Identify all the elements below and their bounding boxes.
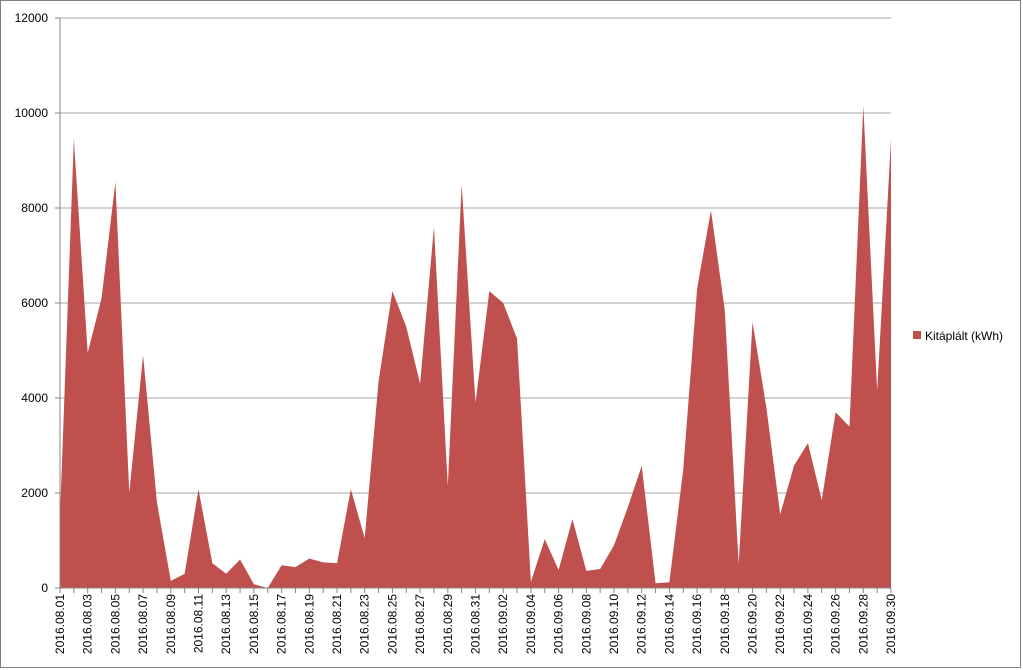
- y-tick-labels: 0 2000 4000 6000 8000 10000 12000: [15, 11, 49, 595]
- x-tick-label: 2016.08.09: [164, 594, 178, 654]
- x-tick-label: 2016.08.31: [469, 594, 483, 654]
- x-tick-label: 2016.08.03: [81, 594, 95, 654]
- x-tick-label: 2016.08.27: [413, 594, 427, 654]
- x-tick-label: 2016.08.15: [247, 594, 261, 654]
- x-tick-label: 2016.08.01: [53, 594, 67, 654]
- series-area-layer: [60, 105, 891, 588]
- x-tick-label: 2016.09.30: [884, 594, 898, 654]
- x-tick-label: 2016.08.05: [108, 594, 122, 654]
- x-tick-label: 2016.09.04: [524, 594, 538, 654]
- y-tick-label: 0: [41, 581, 48, 595]
- x-tick-label: 2016.08.19: [302, 594, 316, 654]
- y-tick-label: 6000: [21, 296, 48, 310]
- x-tick-label: 2016.09.20: [746, 594, 760, 654]
- x-tick-label: 2016.09.26: [829, 594, 843, 654]
- x-tick-label: 2016.08.21: [330, 594, 344, 654]
- x-tick-label: 2016.08.29: [441, 594, 455, 654]
- x-tick-label: 2016.09.10: [607, 594, 621, 654]
- legend: Kitáplált (kWh): [913, 329, 1003, 343]
- x-tick-label: 2016.09.12: [635, 594, 649, 654]
- y-tick-label: 12000: [15, 11, 49, 25]
- x-tick-label: 2016.08.07: [136, 594, 150, 654]
- x-tick-label: 2016.08.25: [385, 594, 399, 654]
- y-tick-label: 10000: [15, 106, 49, 120]
- x-tick-label: 2016.08.23: [358, 594, 372, 654]
- y-tick-label: 2000: [21, 486, 48, 500]
- y-tick-label: 4000: [21, 391, 48, 405]
- x-tick-label: 2016.09.22: [773, 594, 787, 654]
- x-tick-label: 2016.09.14: [662, 594, 676, 654]
- legend-swatch: [913, 331, 921, 339]
- x-tick-labels: 2016.08.01 2016.08.03 2016.08.05 2016.08.07…: [53, 594, 898, 654]
- series-area-kitaplalt: [60, 105, 891, 588]
- axes: [55, 17, 892, 593]
- x-tick-label: 2016.08.17: [275, 594, 289, 654]
- x-tick-label: 2016.09.18: [718, 594, 732, 654]
- x-tick-label: 2016.09.06: [552, 594, 566, 654]
- x-tick-label: 2016.09.02: [496, 594, 510, 654]
- x-tick-label: 2016.08.11: [192, 594, 206, 653]
- x-tick-label: 2016.08.13: [219, 594, 233, 654]
- y-tick-label: 8000: [21, 201, 48, 215]
- x-tick-label: 2016.09.24: [801, 594, 815, 654]
- x-tick-label: 2016.09.28: [856, 594, 870, 654]
- legend-label: Kitáplált (kWh): [925, 329, 1003, 343]
- x-tick-label: 2016.09.08: [579, 594, 593, 654]
- x-tick-label: 2016.09.16: [690, 594, 704, 654]
